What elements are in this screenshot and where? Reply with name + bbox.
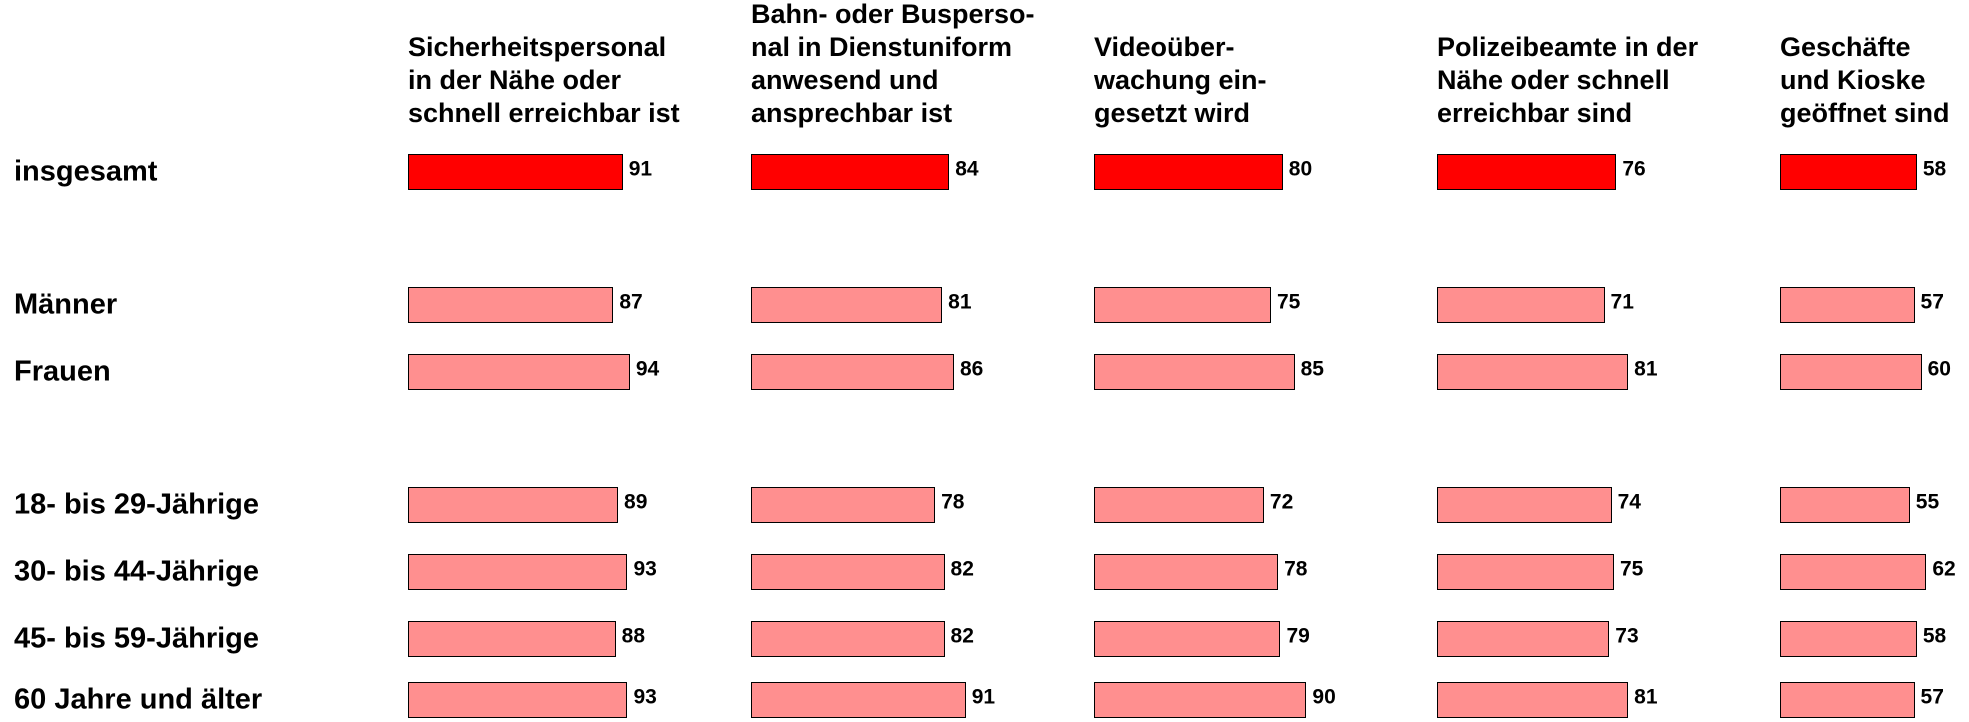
bar [1437,621,1610,657]
bar [1780,621,1917,657]
bar [1094,354,1295,390]
bar [408,487,619,523]
value-label: 91 [628,157,653,181]
bar [1094,487,1264,523]
bar [1437,354,1629,390]
value-label: 82 [950,557,974,581]
bar [1780,487,1910,523]
value-label: 57 [1920,290,1944,314]
row-label: insgesamt [14,155,158,188]
value-label: 58 [1922,157,1947,181]
value-label: 78 [1284,557,1308,581]
bar [1437,287,1605,323]
value-label: 82 [950,624,974,648]
value-label: 73 [1615,624,1639,648]
bar [751,554,945,590]
bar [1094,682,1307,718]
value-label: 89 [624,490,648,514]
value-label: 71 [1610,290,1634,314]
bar [408,682,628,718]
value-label: 81 [1634,357,1658,381]
row-label: 60 Jahre und älter [14,683,263,716]
bar [751,682,966,718]
value-label: 94 [635,357,660,381]
value-label: 80 [1288,157,1313,181]
bar [751,487,936,523]
bar [408,554,628,590]
value-label: 62 [1932,557,1956,581]
value-label: 86 [959,357,984,381]
value-label: 87 [619,290,643,314]
value-label: 78 [941,490,965,514]
bar [751,354,954,390]
bar [408,354,630,390]
value-label: 84 [955,157,979,181]
bar [1780,354,1922,390]
bar [1094,554,1279,590]
row-label: 45- bis 59-Jährige [14,622,259,655]
bar [408,154,623,190]
column-header: Geschäfte und Kioske geöffnet sind [1780,32,1950,128]
value-label: 91 [971,685,996,709]
value-label: 93 [633,557,657,581]
column-header: Sicherheitspersonal in der Nähe oder sch… [408,32,680,128]
column-header: Videoüber- wachung ein- gesetzt wird [1094,32,1267,128]
bar [751,621,945,657]
column-header: Bahn- oder Busperso- nal in Dienstunifor… [751,0,1035,128]
value-label: 74 [1617,490,1641,514]
row-label: 18- bis 29-Jährige [14,488,259,521]
value-label: 60 [1927,357,1951,381]
bar [1094,154,1283,190]
value-label: 81 [948,290,972,314]
value-label: 72 [1269,490,1294,514]
bar [1094,621,1281,657]
value-label: 58 [1922,624,1947,648]
bar [1437,154,1617,190]
bar [1437,682,1629,718]
value-label: 90 [1312,685,1336,709]
bar [1437,487,1612,523]
value-label: 76 [1622,157,1646,181]
value-label: 79 [1286,624,1310,648]
row-label: Frauen [14,355,111,388]
value-label: 55 [1915,490,1940,514]
bar [1780,154,1917,190]
value-label: 85 [1300,357,1324,381]
value-label: 57 [1920,685,1944,709]
row-label: 30- bis 44-Jährige [14,555,259,588]
value-label: 88 [621,624,646,648]
column-header: Polizeibeamte in der Nähe oder schnell e… [1437,32,1699,128]
bar [1437,554,1614,590]
value-label: 75 [1620,557,1644,581]
value-label: 93 [633,685,657,709]
bar [751,154,950,190]
bar [408,621,616,657]
bar [1780,554,1927,590]
value-label: 81 [1634,685,1658,709]
bar [408,287,614,323]
row-label: Männer [14,288,118,321]
bar [751,287,943,323]
value-label: 75 [1277,290,1301,314]
bar [1094,287,1271,323]
bar [1780,287,1915,323]
bar [1780,682,1915,718]
